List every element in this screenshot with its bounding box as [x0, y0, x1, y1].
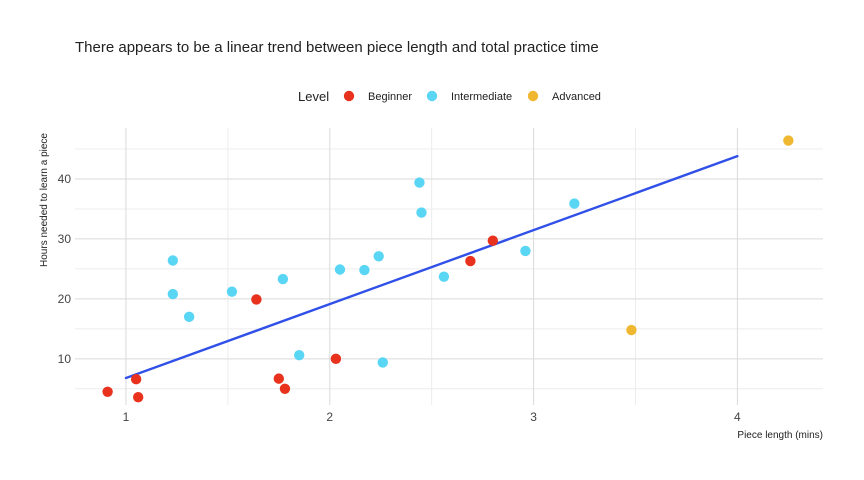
legend-label-intermediate: Intermediate [451, 91, 512, 103]
data-point-intermediate [569, 198, 580, 209]
data-point-beginner [465, 255, 476, 267]
data-point-beginner [102, 386, 113, 398]
chart-title: There appears to be a linear trend betwe… [75, 39, 599, 56]
data-point-intermediate [183, 311, 195, 323]
data-point-intermediate [520, 245, 531, 257]
y-tick-label: 30 [58, 232, 72, 246]
y-axis-label: Hours needed to learn a piece [39, 133, 50, 267]
data-point-intermediate [277, 273, 289, 285]
trend-line [124, 154, 739, 380]
data-point-intermediate [226, 286, 238, 297]
x-tick-label: 3 [530, 410, 537, 424]
legend-title: Level [298, 89, 329, 104]
data-point-advanced [783, 135, 794, 146]
y-axis-ticks: 10 20 30 40 [58, 172, 72, 366]
data-point-intermediate [414, 177, 425, 188]
trend-line-group [124, 154, 739, 380]
legend-swatch-advanced [527, 90, 539, 102]
data-point-intermediate [377, 357, 388, 368]
data-point-beginner [330, 353, 342, 365]
legend-label-advanced: Advanced [552, 91, 601, 103]
legend-swatch-beginner [343, 90, 355, 102]
data-point-beginner [132, 392, 144, 403]
legend-swatch-intermediate [426, 90, 438, 102]
y-tick-label: 20 [58, 292, 72, 306]
x-axis-label: Piece length (mins) [737, 430, 823, 441]
minor-gridlines [75, 128, 823, 405]
data-point-beginner [487, 235, 499, 246]
data-point-beginner [279, 383, 291, 395]
data-point-intermediate [416, 207, 427, 218]
data-point-advanced [626, 324, 637, 336]
x-tick-label: 4 [734, 410, 741, 424]
data-point-beginner [130, 374, 142, 385]
x-axis-ticks: 1 2 3 4 [123, 410, 741, 424]
data-point-intermediate [167, 288, 179, 300]
data-point-intermediate [167, 255, 179, 266]
data-point-intermediate [334, 264, 346, 275]
data-point-beginner [273, 373, 285, 384]
data-point-intermediate [293, 350, 305, 361]
x-tick-label: 2 [326, 410, 333, 424]
data-points [102, 135, 794, 403]
y-tick-label: 10 [58, 352, 72, 366]
data-point-intermediate [373, 251, 384, 262]
data-point-beginner [251, 294, 262, 305]
x-tick-label: 1 [123, 410, 130, 424]
major-gridlines [75, 128, 823, 405]
data-point-intermediate [438, 271, 450, 282]
y-tick-label: 40 [58, 172, 72, 186]
legend: Level Beginner Intermediate Advanced [298, 89, 601, 104]
data-point-intermediate [359, 264, 370, 276]
legend-label-beginner: Beginner [368, 91, 412, 103]
